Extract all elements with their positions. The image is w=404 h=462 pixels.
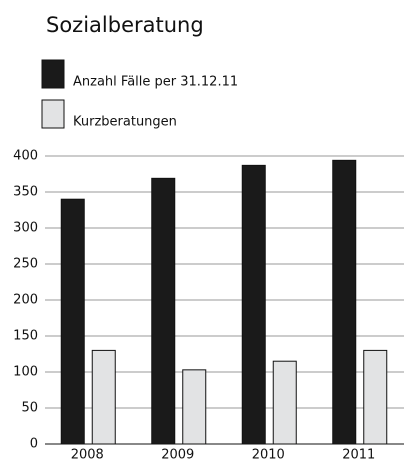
y-tick-label: 400 bbox=[13, 149, 38, 164]
legend-label: Anzahl Fälle per 31.12.11 bbox=[73, 75, 238, 90]
y-tick-label: 150 bbox=[13, 329, 38, 344]
y-tick-label: 100 bbox=[13, 365, 38, 380]
x-tick-label: 2011 bbox=[342, 448, 375, 462]
y-tick-label: 300 bbox=[13, 221, 38, 236]
x-tick-label: 2008 bbox=[71, 448, 104, 462]
bar bbox=[272, 360, 297, 445]
legend-swatch bbox=[41, 99, 65, 129]
x-tick-label: 2009 bbox=[161, 448, 194, 462]
bar bbox=[241, 164, 266, 445]
y-tick-label: 200 bbox=[13, 293, 38, 308]
y-tick-label: 0 bbox=[30, 437, 38, 452]
bar bbox=[60, 198, 85, 445]
bar bbox=[332, 159, 357, 445]
y-tick-label: 350 bbox=[13, 185, 38, 200]
y-tick-label: 50 bbox=[21, 401, 38, 416]
chart-title: Sozialberatung bbox=[46, 13, 204, 37]
bar bbox=[363, 349, 388, 445]
legend-label: Kurzberatungen bbox=[73, 115, 177, 130]
bar bbox=[182, 369, 207, 445]
bar bbox=[91, 349, 116, 445]
x-tick-label: 2010 bbox=[252, 448, 285, 462]
y-tick-label: 250 bbox=[13, 257, 38, 272]
bar bbox=[151, 177, 176, 445]
legend-swatch bbox=[41, 59, 65, 89]
